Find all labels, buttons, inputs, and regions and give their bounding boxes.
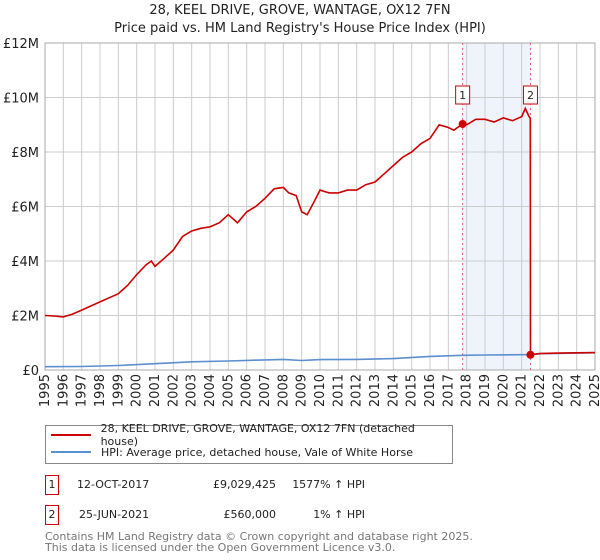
sale-point (526, 350, 535, 359)
x-tick-label: 2021 (515, 374, 530, 407)
x-tick-label: 1998 (93, 374, 108, 407)
sale-price: £9,029,425 (213, 478, 276, 491)
title-line-2: Price paid vs. HM Land Registry's House … (114, 21, 486, 36)
x-tick-label: 2011 (331, 374, 346, 407)
series-line (44, 106, 596, 356)
x-tick-label: 2010 (313, 374, 328, 407)
sale-row: 1 12-OCT-2017 £9,029,425 1577% ↑ HPI (45, 475, 465, 495)
x-tick-label: 2012 (350, 374, 365, 407)
x-tick-label: 2002 (166, 374, 181, 407)
x-tick-label: 1996 (56, 374, 71, 407)
x-tick-label: 2008 (276, 374, 291, 407)
x-tick-label: 2004 (203, 374, 218, 407)
x-tick-label: 2015 (405, 374, 420, 407)
red-line-swatch (51, 434, 91, 436)
sale-hpi: 1% ↑ HPI (313, 508, 365, 521)
x-tick-label: 1995 (38, 374, 53, 407)
sale-point (458, 119, 467, 128)
x-tick-label: 2007 (258, 374, 273, 407)
x-tick-label: 1997 (75, 374, 90, 407)
sale-marker-badge: 1 (45, 475, 59, 495)
x-tick-label: 2014 (386, 374, 401, 407)
x-tick-label: 2000 (130, 374, 145, 407)
x-tick-label: 2006 (240, 374, 255, 407)
x-tick-label: 2023 (551, 374, 566, 407)
x-tick-label: 2003 (185, 374, 200, 407)
y-tick-label: £4M (11, 255, 39, 270)
sale-label: 1 (459, 89, 466, 102)
sale-label-box (522, 85, 538, 105)
sale-label-box (455, 85, 471, 105)
y-tick-label: £6M (11, 201, 39, 216)
x-tick-label: 2024 (570, 374, 585, 407)
y-tick-label: £12M (3, 37, 39, 52)
y-tick-label: £0 (22, 364, 39, 379)
sale-price: £560,000 (223, 508, 277, 521)
sale-row: 2 25-JUN-2021 £560,000 1% ↑ HPI (45, 505, 465, 525)
legend: 28, KEEL DRIVE, GROVE, WANTAGE, OX12 7FN… (45, 422, 453, 464)
blue-line-swatch (51, 451, 91, 453)
x-tick-label: 2016 (423, 374, 438, 407)
legend-label: HPI: Average price, detached house, Vale… (101, 445, 413, 459)
sale-date: 12-OCT-2017 (77, 478, 150, 491)
x-tick-label: 2009 (295, 374, 310, 407)
legend-label: 28, KEEL DRIVE, GROVE, WANTAGE, OX12 7FN… (100, 422, 415, 448)
footer: Contains HM Land Registry data © Crown c… (45, 531, 473, 553)
y-tick-label: £2M (11, 310, 39, 325)
x-tick-label: 2017 (441, 374, 456, 407)
sale-label: 2 (527, 89, 534, 102)
x-tick-label: 2018 (460, 374, 475, 407)
x-tick-label: 2025 (588, 374, 600, 407)
chart-title: 28, KEEL DRIVE, GROVE, WANTAGE, OX12 7FN… (0, 2, 600, 38)
x-tick-label: 2022 (533, 374, 548, 407)
x-tick-label: 2013 (368, 374, 383, 407)
sale-date: 25-JUN-2021 (79, 508, 150, 521)
x-tick-label: 2005 (221, 374, 236, 407)
x-tick-label: 2001 (148, 374, 163, 407)
sale-hpi: 1577% ↑ HPI (292, 478, 365, 491)
legend-item-hpi: HPI: Average price, detached house, Vale… (51, 443, 413, 461)
y-tick-label: £8M (11, 146, 39, 161)
x-tick-label: 2020 (496, 374, 511, 407)
y-tick-label: £10M (3, 92, 39, 107)
sale-marker-badge: 2 (45, 505, 59, 525)
plot-frame (44, 42, 596, 371)
legend-item-property: 28, KEEL DRIVE, GROVE, WANTAGE, OX12 7FN… (51, 422, 452, 448)
footer-line-1: Contains HM Land Registry data © Crown c… (45, 530, 473, 543)
title-line-1: 28, KEEL DRIVE, GROVE, WANTAGE, OX12 7FN (149, 3, 451, 18)
x-tick-label: 1999 (111, 374, 126, 407)
x-tick-label: 2019 (478, 374, 493, 407)
price-chart: 1995 1996 1997 1998 1999 2000 2001 2002 2003 2004… (3, 37, 600, 407)
footer-line-2: This data is licensed under the Open Gov… (45, 541, 396, 554)
